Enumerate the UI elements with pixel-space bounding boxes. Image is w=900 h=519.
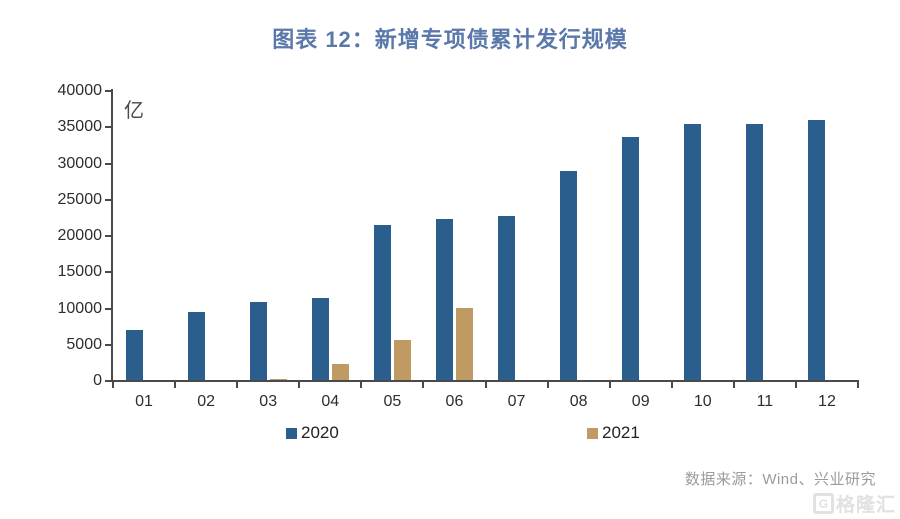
x-tick-label-11: 11 [756, 393, 774, 410]
bar-2020-month-01 [125, 329, 143, 381]
bar-2020-month-05 [373, 225, 391, 381]
bar-2020-month-04 [311, 297, 329, 381]
legend-swatch-2021 [587, 427, 598, 439]
y-tick-label: 40000 [57, 82, 103, 99]
x-tick-mark [794, 382, 797, 388]
x-tick-mark [732, 382, 735, 388]
bar-2020-month-03 [249, 301, 267, 381]
x-tick-label-03: 03 [259, 393, 278, 410]
legend-label-2021: 2021 [602, 423, 640, 442]
plot-area [113, 91, 858, 381]
y-tick-label: 20000 [57, 227, 103, 244]
y-tick-mark [105, 307, 112, 310]
x-tick-label-09: 09 [631, 393, 650, 410]
x-tick-mark [422, 382, 425, 388]
watermark-logo: G 格隆汇 [812, 490, 896, 517]
y-tick-label: 30000 [57, 154, 103, 172]
bar-2020-month-02 [187, 312, 205, 381]
bar-2020-month-12 [808, 119, 826, 381]
x-tick-label-12: 12 [818, 393, 836, 410]
y-tick-mark [105, 162, 112, 165]
y-axis-line [111, 89, 113, 382]
bar-2020-month-09 [622, 137, 640, 381]
y-axis-unit-label: 亿 [124, 100, 144, 122]
x-tick-mark [112, 382, 114, 388]
y-tick-mark [105, 271, 112, 274]
legend-label-2020: 2020 [301, 423, 339, 442]
y-tick-mark [105, 198, 112, 201]
y-tick-label: 5000 [66, 335, 102, 353]
source-note: 数据来源：Wind、兴业研究 [684, 471, 876, 488]
y-tick-label: 10000 [57, 299, 103, 317]
y-tick-mark [105, 90, 112, 92]
y-tick-label: 15000 [57, 263, 103, 281]
x-tick-mark [298, 382, 301, 388]
x-tick-label-08: 08 [569, 393, 588, 410]
bar-2020-month-10 [684, 123, 702, 381]
x-tick-label-07: 07 [507, 393, 526, 410]
x-tick-label-10: 10 [693, 393, 712, 410]
legend-item-2021: 2021 [587, 423, 640, 443]
bar-2020-month-06 [435, 219, 453, 381]
y-tick-mark [105, 343, 112, 346]
x-tick-label-05: 05 [383, 393, 402, 410]
y-tick-mark [105, 380, 112, 382]
bar-2020-month-07 [498, 216, 516, 381]
bar-2020-month-08 [560, 170, 578, 381]
x-tick-mark [546, 382, 549, 388]
x-axis-line [111, 380, 859, 382]
watermark-text: 格隆汇 [835, 495, 896, 516]
y-tick-label: 35000 [57, 118, 103, 136]
y-tick-mark [105, 235, 112, 237]
x-tick-label-01: 01 [135, 393, 153, 410]
legend-item-2020: 2020 [286, 423, 339, 443]
bar-2021-month-06 [455, 307, 473, 381]
bar-2021-month-03 [269, 378, 287, 381]
x-tick-mark [174, 382, 177, 388]
x-tick-mark [857, 382, 859, 388]
x-tick-label-06: 06 [445, 393, 464, 410]
x-tick-label-02: 02 [197, 393, 216, 410]
legend-swatch-2020 [286, 427, 297, 439]
bar-2021-month-05 [393, 339, 411, 381]
chart-title: 图表 12：新增专项债累计发行规模 [272, 27, 628, 52]
y-tick-label: 0 [93, 372, 102, 389]
x-tick-label-04: 04 [321, 393, 340, 410]
bar-2020-month-11 [746, 124, 764, 381]
y-tick-mark [105, 126, 112, 129]
gelonghui-g-icon: G [812, 493, 834, 514]
y-tick-label: 25000 [57, 190, 103, 208]
bar-2021-month-04 [331, 364, 349, 381]
x-tick-mark [236, 382, 239, 388]
x-tick-mark [484, 382, 487, 388]
x-tick-mark [608, 382, 611, 388]
x-tick-mark [360, 382, 363, 388]
x-tick-mark [670, 382, 673, 388]
